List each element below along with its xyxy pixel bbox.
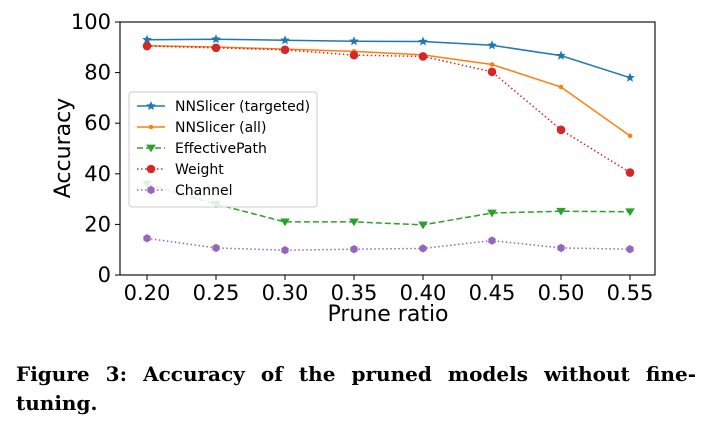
data-point xyxy=(349,218,359,227)
accuracy-line-chart: 0.20 0.25 0.30 0.35 0.40 0.45 0.50 0.55 0 20 40 60 8… xyxy=(51,10,656,327)
x-tick-label: 0.35 xyxy=(331,281,378,305)
data-point xyxy=(350,244,358,254)
y-tick-label: 40 xyxy=(84,162,111,186)
data-point xyxy=(418,221,428,230)
legend-label: Weight xyxy=(175,162,224,178)
axis-ticks: 0.20 0.25 0.30 0.35 0.40 0.45 0.50 0.55 0 20 40 60 8… xyxy=(71,10,653,305)
data-point xyxy=(558,84,564,90)
x-tick-label: 0.50 xyxy=(538,281,585,305)
data-point xyxy=(625,72,635,82)
y-tick-label: 80 xyxy=(84,61,111,85)
data-point xyxy=(627,133,633,139)
x-tick-label: 0.30 xyxy=(262,281,309,305)
series-channel xyxy=(143,234,634,255)
data-point xyxy=(487,40,497,50)
data-point xyxy=(142,41,152,51)
data-point xyxy=(280,45,290,55)
figure-caption: Figure 3: Accuracy of the pruned models … xyxy=(16,362,696,415)
legend-entry: Weight xyxy=(137,162,224,178)
data-point xyxy=(212,243,220,253)
legend-swatch-marker xyxy=(146,164,156,174)
legend-label: Channel xyxy=(175,183,232,199)
data-point xyxy=(280,218,290,227)
series-nnslicer-targeted xyxy=(142,34,635,82)
x-tick-label: 0.45 xyxy=(469,281,516,305)
data-point xyxy=(211,34,221,44)
data-point xyxy=(487,209,497,218)
series-weight xyxy=(142,41,635,177)
legend-label: NNSlicer (all) xyxy=(175,120,266,136)
data-point xyxy=(419,244,427,253)
legend-entry: NNSlicer (all) xyxy=(137,120,266,136)
plot-frame xyxy=(119,21,656,276)
x-tick-label: 0.20 xyxy=(124,281,171,305)
x-tick-label: 0.25 xyxy=(193,281,240,305)
legend-box xyxy=(128,91,318,208)
legend-label: NNSlicer (targeted) xyxy=(175,99,310,115)
data-point xyxy=(143,234,151,243)
x-tick-label: 0.55 xyxy=(607,281,654,305)
x-tick-label: 0.40 xyxy=(400,281,447,305)
data-point xyxy=(280,35,290,45)
data-point xyxy=(349,36,359,46)
data-point xyxy=(142,34,152,44)
series-line-nnslicer-all xyxy=(146,45,631,137)
y-tick-label: 20 xyxy=(84,212,111,236)
legend-entry: EffectivePath xyxy=(137,141,267,157)
data-point xyxy=(418,52,428,61)
legend-label: EffectivePath xyxy=(175,141,267,157)
data-point xyxy=(626,244,634,254)
data-point xyxy=(418,36,428,46)
legend: NNSlicer (targeted) NNSlicer (all) Effecti… xyxy=(128,91,318,208)
data-point xyxy=(487,67,497,77)
series-line-weight xyxy=(146,45,631,174)
data-point xyxy=(349,50,359,60)
data-point xyxy=(557,243,565,253)
data-point xyxy=(489,62,495,67)
legend-swatch-marker xyxy=(146,101,156,111)
y-tick-label: 60 xyxy=(84,111,111,135)
legend-swatch-marker xyxy=(146,144,156,153)
legend-entry: Channel xyxy=(137,183,232,199)
y-tick-label: 100 xyxy=(71,10,111,34)
data-point xyxy=(281,246,289,255)
data-point xyxy=(625,168,635,177)
legend-swatch-marker xyxy=(147,185,155,195)
series-line-nnslicer-targeted xyxy=(146,38,631,79)
data-point xyxy=(211,43,221,53)
x-axis-label: Prune ratio xyxy=(327,302,448,327)
data-point xyxy=(556,50,566,60)
legend-entry: NNSlicer (targeted) xyxy=(137,99,310,115)
y-tick-label: 0 xyxy=(98,263,111,287)
data-point xyxy=(556,125,566,135)
data-point xyxy=(556,207,566,216)
legend-swatch-marker xyxy=(148,124,154,130)
data-point xyxy=(625,208,635,217)
data-point xyxy=(488,236,496,245)
series-line-channel xyxy=(146,237,631,251)
y-axis-label: Accuracy xyxy=(51,98,76,198)
